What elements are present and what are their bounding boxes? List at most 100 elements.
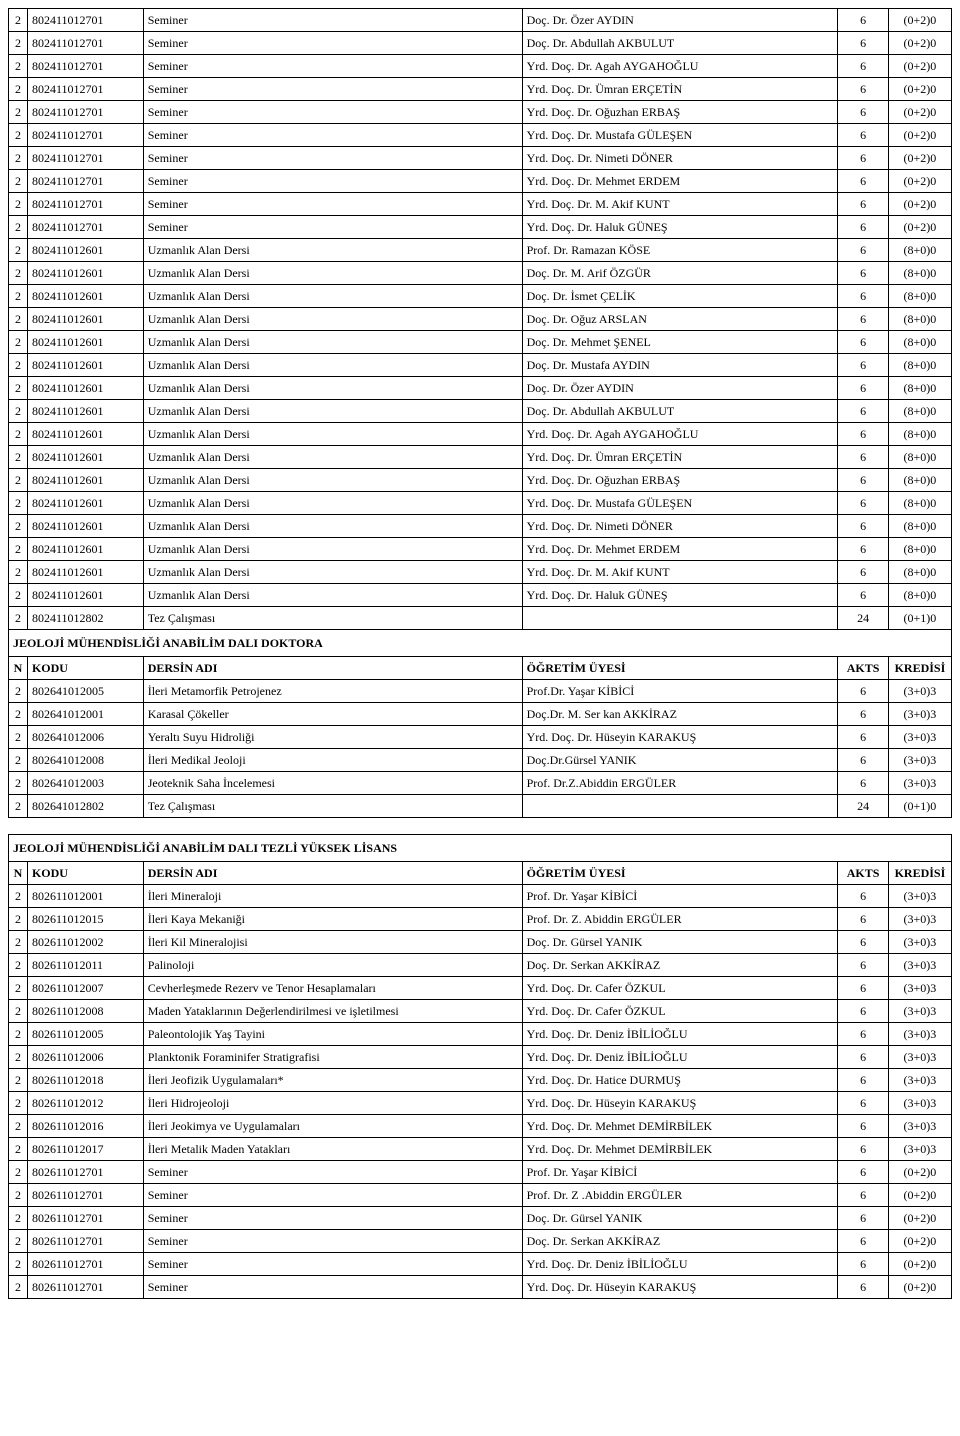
cell-akts: 6 [838,931,889,954]
cell-instructor: Yrd. Doç. Dr. Nimeti DÖNER [522,515,838,538]
cell-n: 2 [9,308,28,331]
cell-kredi: (8+0)0 [888,262,951,285]
header-kredisi: KREDİSİ [888,862,951,885]
cell-n: 2 [9,147,28,170]
cell-kredi: (8+0)0 [888,469,951,492]
cell-n: 2 [9,492,28,515]
cell-instructor: Doç. Dr. M. Arif ÖZGÜR [522,262,838,285]
cell-akts: 6 [838,469,889,492]
cell-n: 2 [9,772,28,795]
cell-n: 2 [9,1276,28,1299]
cell-course-name: İleri Hidrojeoloji [143,1092,522,1115]
cell-code: 802411012701 [27,78,143,101]
cell-course-name: İleri Metamorfik Petrojenez [143,680,522,703]
cell-instructor: Yrd. Doç. Dr. Hüseyin KARAKUŞ [522,1276,838,1299]
cell-kredi: (8+0)0 [888,584,951,607]
cell-instructor: Yrd. Doç. Dr. Mehmet ERDEM [522,538,838,561]
table-row: 2802411012701SeminerYrd. Doç. Dr. M. Aki… [9,193,952,216]
cell-instructor: Doç. Dr. Mustafa AYDIN [522,354,838,377]
table-row: 2802611012701SeminerDoç. Dr. Serkan AKKİ… [9,1230,952,1253]
cell-kredi: (0+2)0 [888,32,951,55]
cell-akts: 6 [838,908,889,931]
cell-akts: 6 [838,703,889,726]
cell-instructor: Doç. Dr. İsmet ÇELİK [522,285,838,308]
cell-akts: 6 [838,885,889,908]
cell-n: 2 [9,354,28,377]
cell-instructor: Doç. Dr. Özer AYDIN [522,377,838,400]
cell-code: 802411012701 [27,147,143,170]
cell-kredi: (3+0)3 [888,772,951,795]
table-row: 2802641012008İleri Medikal JeolojiDoç.Dr… [9,749,952,772]
cell-course-name: Uzmanlık Alan Dersi [143,584,522,607]
table-row: 2802411012601Uzmanlık Alan DersiYrd. Doç… [9,561,952,584]
cell-kredi: (3+0)3 [888,954,951,977]
header-dersin-adi: DERSİN ADI [143,862,522,885]
cell-code: 802411012601 [27,262,143,285]
table-row: 2802411012701SeminerDoç. Dr. Abdullah AK… [9,32,952,55]
cell-akts: 6 [838,1253,889,1276]
cell-kredi: (3+0)3 [888,885,951,908]
cell-code: 802611012701 [27,1276,143,1299]
cell-n: 2 [9,377,28,400]
cell-n: 2 [9,1207,28,1230]
cell-akts: 6 [838,354,889,377]
cell-akts: 6 [838,1276,889,1299]
table-row: 2802411012601Uzmanlık Alan DersiProf. Dr… [9,239,952,262]
cell-kredi: (8+0)0 [888,239,951,262]
cell-code: 802611012016 [27,1115,143,1138]
cell-kredi: (3+0)3 [888,1092,951,1115]
cell-code: 802611012002 [27,931,143,954]
cell-code: 802411012701 [27,101,143,124]
cell-code: 802641012003 [27,772,143,795]
cell-instructor: Prof. Dr. Yaşar KİBİCİ [522,1161,838,1184]
header-n: N [9,862,28,885]
cell-kredi: (3+0)3 [888,1138,951,1161]
cell-kredi: (8+0)0 [888,515,951,538]
cell-n: 2 [9,55,28,78]
cell-code: 802641012802 [27,795,143,818]
header-n: N [9,657,28,680]
table-row: 2802411012802Tez Çalışması24(0+1)0 [9,607,952,630]
cell-n: 2 [9,446,28,469]
cell-n: 2 [9,977,28,1000]
header-ogretim-uyesi: ÖĞRETİM ÜYESİ [522,657,838,680]
cell-code: 802611012701 [27,1253,143,1276]
cell-akts: 6 [838,1000,889,1023]
cell-akts: 6 [838,1046,889,1069]
cell-n: 2 [9,1138,28,1161]
cell-instructor: Yrd. Doç. Dr. Agah AYGAHOĞLU [522,55,838,78]
cell-kredi: (8+0)0 [888,285,951,308]
cell-course-name: Seminer [143,101,522,124]
cell-code: 802411012601 [27,584,143,607]
cell-n: 2 [9,703,28,726]
table-row: 2802411012601Uzmanlık Alan DersiDoç. Dr.… [9,354,952,377]
cell-n: 2 [9,885,28,908]
cell-code: 802411012701 [27,216,143,239]
cell-code: 802411012701 [27,170,143,193]
cell-code: 802411012601 [27,492,143,515]
cell-course-name: İleri Kaya Mekaniği [143,908,522,931]
cell-code: 802411012601 [27,400,143,423]
table-row: 2802611012701SeminerProf. Dr. Z .Abiddin… [9,1184,952,1207]
cell-akts: 6 [838,308,889,331]
cell-course-name: Seminer [143,1161,522,1184]
cell-code: 802611012008 [27,1000,143,1023]
cell-instructor: Yrd. Doç. Dr. Cafer ÖZKUL [522,977,838,1000]
cell-code: 802411012601 [27,285,143,308]
cell-kredi: (3+0)3 [888,726,951,749]
cell-instructor: Prof.Dr. Yaşar KİBİCİ [522,680,838,703]
cell-code: 802411012601 [27,469,143,492]
table-row: 2802411012601Uzmanlık Alan DersiDoç. Dr.… [9,262,952,285]
section-title: JEOLOJİ MÜHENDİSLİĞİ ANABİLİM DALI TEZLİ… [9,835,952,862]
table-row: 2802641012005İleri Metamorfik Petrojenez… [9,680,952,703]
cell-kredi: (3+0)3 [888,1023,951,1046]
cell-instructor: Doç. Dr. Özer AYDIN [522,9,838,32]
cell-akts: 6 [838,1115,889,1138]
cell-kredi: (8+0)0 [888,446,951,469]
cell-akts: 6 [838,772,889,795]
cell-course-name: Uzmanlık Alan Dersi [143,469,522,492]
cell-code: 802641012006 [27,726,143,749]
cell-n: 2 [9,285,28,308]
cell-kredi: (8+0)0 [888,331,951,354]
cell-kredi: (0+2)0 [888,55,951,78]
